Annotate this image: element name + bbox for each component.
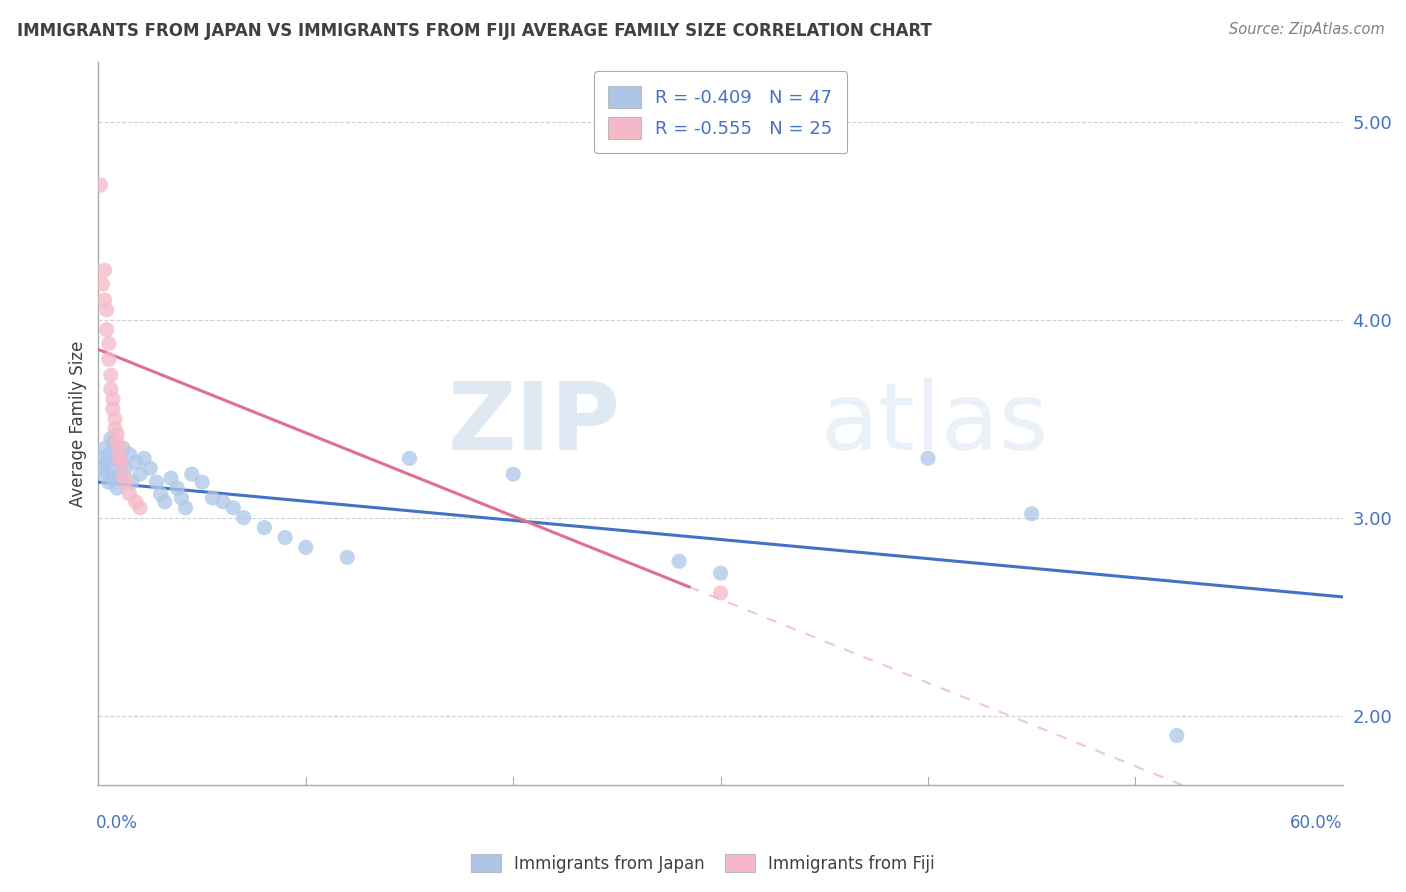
Point xyxy=(160,471,183,485)
Point xyxy=(502,467,524,482)
Point xyxy=(274,531,297,545)
Point xyxy=(112,442,135,456)
Point xyxy=(110,455,132,469)
Point xyxy=(108,451,131,466)
Point xyxy=(105,481,128,495)
Point xyxy=(180,467,202,482)
Point xyxy=(114,461,136,475)
Point xyxy=(336,550,359,565)
Text: ZIP: ZIP xyxy=(449,377,621,470)
Legend: Immigrants from Japan, Immigrants from Fiji: Immigrants from Japan, Immigrants from F… xyxy=(464,847,942,880)
Point xyxy=(104,422,127,436)
Point xyxy=(222,500,245,515)
Point xyxy=(170,491,193,505)
Point xyxy=(100,432,122,446)
Point xyxy=(93,263,115,277)
Point xyxy=(125,495,148,509)
Point xyxy=(101,471,124,485)
Point xyxy=(166,481,188,495)
Point xyxy=(191,475,214,489)
Point xyxy=(96,455,118,469)
Point xyxy=(139,461,162,475)
Point xyxy=(211,495,233,509)
Point xyxy=(101,435,124,450)
Point xyxy=(104,451,127,466)
Point xyxy=(118,487,141,501)
Point xyxy=(114,475,136,489)
Text: 0.0%: 0.0% xyxy=(96,814,138,831)
Point xyxy=(93,293,115,307)
Point xyxy=(105,427,128,442)
Point xyxy=(125,455,148,469)
Point xyxy=(153,495,176,509)
Point xyxy=(149,487,172,501)
Point xyxy=(232,510,254,524)
Point xyxy=(89,178,111,193)
Point xyxy=(91,461,114,475)
Y-axis label: Average Family Size: Average Family Size xyxy=(69,341,87,507)
Point xyxy=(253,521,276,535)
Point xyxy=(398,451,420,466)
Text: IMMIGRANTS FROM JAPAN VS IMMIGRANTS FROM FIJI AVERAGE FAMILY SIZE CORRELATION CH: IMMIGRANTS FROM JAPAN VS IMMIGRANTS FROM… xyxy=(17,22,932,40)
Point xyxy=(129,467,152,482)
Point xyxy=(97,336,120,351)
Point xyxy=(112,467,135,482)
Point xyxy=(295,541,318,555)
Point xyxy=(110,455,132,469)
Point xyxy=(668,554,690,568)
Point xyxy=(101,401,124,416)
Point xyxy=(91,277,114,292)
Legend: R = -0.409   N = 47, R = -0.555   N = 25: R = -0.409 N = 47, R = -0.555 N = 25 xyxy=(593,71,848,153)
Point xyxy=(96,302,118,317)
Point xyxy=(89,451,111,466)
Point xyxy=(96,323,118,337)
Text: Source: ZipAtlas.com: Source: ZipAtlas.com xyxy=(1229,22,1385,37)
Point xyxy=(105,435,128,450)
Point xyxy=(100,461,122,475)
Point xyxy=(132,451,155,466)
Point xyxy=(145,475,167,489)
Point xyxy=(93,442,115,456)
Point xyxy=(108,442,131,456)
Point xyxy=(97,447,120,461)
Point xyxy=(917,451,939,466)
Point xyxy=(104,411,127,425)
Text: atlas: atlas xyxy=(820,377,1049,470)
Point xyxy=(1166,729,1188,743)
Point xyxy=(97,352,120,367)
Point xyxy=(118,447,141,461)
Text: 60.0%: 60.0% xyxy=(1291,814,1343,831)
Point xyxy=(100,382,122,396)
Point xyxy=(201,491,224,505)
Point xyxy=(1021,507,1043,521)
Point xyxy=(101,392,124,406)
Point xyxy=(97,475,120,489)
Point xyxy=(129,500,152,515)
Point xyxy=(174,500,197,515)
Point xyxy=(121,475,143,489)
Point xyxy=(710,586,733,600)
Point xyxy=(108,467,131,482)
Point xyxy=(710,566,733,581)
Point xyxy=(93,467,115,482)
Point xyxy=(100,368,122,383)
